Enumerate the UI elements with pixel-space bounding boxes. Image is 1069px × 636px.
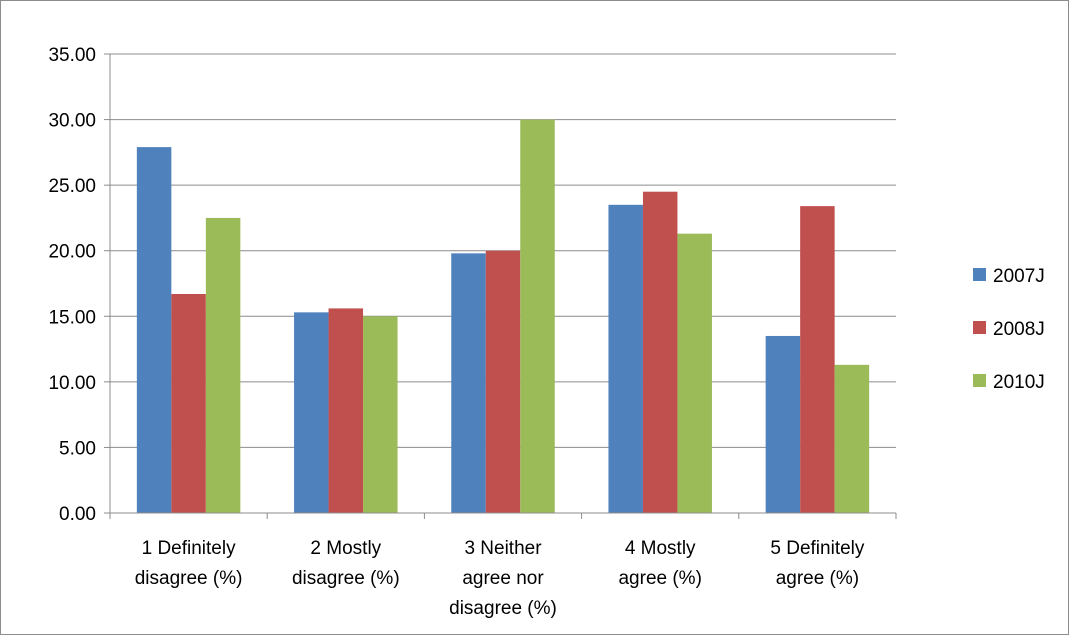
x-category-label: disagree (%): [449, 598, 557, 619]
x-category-label: agree (%): [776, 568, 859, 589]
x-category-label: agree (%): [618, 568, 701, 589]
x-category-label: disagree (%): [135, 568, 243, 589]
y-tick-label: 0.00: [59, 504, 96, 525]
x-category-label: agree nor: [462, 568, 544, 589]
legend-swatch-2008J: [973, 321, 986, 334]
legend-label: 2008J: [993, 319, 1045, 340]
bar-2008J-cat4: [642, 191, 678, 513]
x-category-label: 3 Neither: [464, 538, 542, 559]
bar-2007J-cat1: [136, 147, 172, 513]
bar-2010J-cat1: [205, 217, 241, 513]
legend-swatch-2010J: [973, 374, 986, 387]
bar-2007J-cat3: [451, 253, 486, 513]
y-tick-label: 5.00: [59, 438, 96, 459]
x-category-label: 5 Definitely: [770, 538, 864, 559]
y-tick-label: 30.00: [48, 111, 96, 132]
y-axis-ticks: 0.00 5.00 10.00 15.00 20.00 25.00 30.00 35.00: [48, 45, 110, 525]
legend-label: 2007J: [993, 266, 1045, 287]
bar-2007J-cat2: [294, 312, 329, 513]
bar-2007J-cat5: [765, 335, 801, 513]
legend-label: 2010J: [993, 372, 1045, 393]
y-tick-label: 10.00: [48, 373, 96, 394]
x-category-label: 4 Mostly: [625, 538, 696, 559]
bar-2008J-cat5: [800, 206, 835, 513]
y-tick-label: 20.00: [48, 242, 96, 263]
y-tick-label: 35.00: [48, 45, 96, 66]
x-axis-labels: 1 Definitely disagree (%) 2 Mostly disagree…: [135, 538, 865, 619]
bar-2010J-cat2: [363, 316, 398, 513]
x-category-label: 2 Mostly: [310, 538, 381, 559]
bar-2008J-cat3: [485, 250, 521, 513]
bar-2008J-cat1: [171, 293, 206, 513]
x-category-label: 1 Definitely: [142, 538, 236, 559]
bar-2010J-cat3: [520, 119, 555, 514]
bar-2010J-cat4: [677, 233, 712, 513]
y-tick-label: 25.00: [48, 176, 96, 197]
y-tick-label: 15.00: [48, 307, 96, 328]
bars: [136, 119, 870, 514]
bar-2010J-cat5: [834, 364, 870, 513]
legend-swatch-2007J: [973, 268, 986, 281]
bar-2007J-cat4: [608, 204, 643, 514]
axes: [109, 54, 897, 519]
x-category-label: disagree (%): [292, 568, 400, 589]
bar-2008J-cat2: [328, 308, 364, 513]
legend: 2007J 2008J 2010J: [973, 266, 1045, 393]
